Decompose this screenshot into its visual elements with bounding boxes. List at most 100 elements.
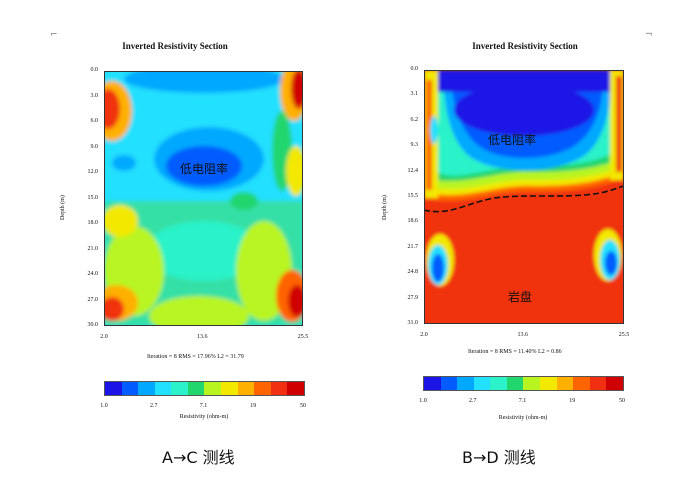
plot-frame <box>424 70 624 324</box>
right-pocket-blue <box>605 251 617 275</box>
right-edge-red <box>616 76 622 172</box>
y-tick-label: 15.5 <box>407 193 419 199</box>
heatmap-plot <box>424 70 624 324</box>
y-tick-label: 21.7 <box>407 243 419 250</box>
colorbar-label: Resistivity (ohm-m) <box>179 414 229 420</box>
left-top-anomaly-core <box>104 89 120 129</box>
colorbar-swatch <box>457 377 474 390</box>
x-tick-label: 25.5 <box>618 332 630 338</box>
bowl-core <box>454 84 594 136</box>
y-tick-label: 31.0 <box>407 320 419 326</box>
y-tick-label: 12.0 <box>87 169 99 175</box>
left-edge-cyan-spot <box>430 116 438 144</box>
y-tick-label: 30.0 <box>87 322 99 328</box>
x-tick-label: 2.0 <box>420 332 428 338</box>
panel-left: Inverted Resistivity Section Depth (m) 0… <box>60 41 309 467</box>
corner-mark: ⌐ <box>50 30 58 40</box>
caption-a-c: A→C 测线 <box>162 448 235 467</box>
y-tick-label: 3.1 <box>410 91 419 98</box>
y-tick-label: 27.9 <box>407 294 419 301</box>
iteration-stats: Iteration = 8 RMS = 17.96% L2 = 31.79 <box>147 354 244 360</box>
y-tick-label: 24.0 <box>87 271 99 277</box>
x-tick-label: 13.6 <box>196 334 208 340</box>
central-blue-core <box>166 146 242 186</box>
colorbar-tick-label: 2.7 <box>150 403 158 409</box>
colorbar-swatch <box>440 377 458 390</box>
colorbar-swatch <box>573 377 590 390</box>
colorbar-tick-label: 19 <box>250 403 257 409</box>
left-edge-orange <box>426 80 432 190</box>
colorbar-tick-label: 2.7 <box>469 398 477 404</box>
colorbar-swatch <box>187 382 205 395</box>
colorbar <box>104 381 305 396</box>
x-tick-label: 2.0 <box>100 334 108 340</box>
colorbar-tick-label: 7.1 <box>199 403 208 409</box>
colorbar-tick-label: 1.0 <box>419 398 427 404</box>
top-blue-band <box>124 71 284 93</box>
y-tick-label: 21.0 <box>87 245 99 252</box>
chart-title: Inverted Resistivity Section <box>472 41 578 51</box>
left-pocket-blue <box>432 254 444 282</box>
colorbar-swatch <box>204 382 222 395</box>
colorbar-swatch <box>138 382 155 395</box>
annotation-bedrock: 岩盘 <box>508 290 533 304</box>
colorbar-swatch <box>606 377 623 390</box>
y-tick-label: 15.0 <box>87 194 99 201</box>
colorbar-swatch <box>473 377 491 390</box>
center-right-green-spot <box>230 192 258 210</box>
colorbar-swatch <box>154 382 172 395</box>
y-tick-label: 12.4 <box>407 167 419 174</box>
colorbar-swatch <box>523 377 541 390</box>
caption-b-d: B→D 测线 <box>462 448 536 467</box>
right-mid-anomaly <box>286 146 303 196</box>
y-tick-label: 6.2 <box>410 116 419 123</box>
y-tick-label: 6.0 <box>90 118 99 124</box>
chart-title: Inverted Resistivity Section <box>122 41 228 51</box>
colorbar-tick-label: 50 <box>300 403 306 409</box>
annotation-low-resistivity: 低电阻率 <box>180 162 229 176</box>
surface-deep-blue <box>424 70 624 92</box>
right-top-anomaly-core <box>291 71 303 109</box>
panel-right: Inverted Resistivity Section Depth (m) 0… <box>350 0 700 500</box>
x-tick-label: 25.5 <box>297 334 309 340</box>
y-tick-label: 24.8 <box>407 269 419 276</box>
lower-cyan-lobe <box>146 221 262 281</box>
colorbar-swatch <box>171 382 188 395</box>
y-tick-label: 27.0 <box>87 296 99 303</box>
colorbar-swatch <box>270 382 288 395</box>
colorbar-tick-label: 19 <box>569 398 576 404</box>
corner-mark: ¬ <box>645 30 653 40</box>
bottom-yellow-lobe <box>149 296 249 326</box>
y-axis-label: Depth (m) <box>60 195 66 220</box>
colorbar-swatch <box>424 377 441 390</box>
x-tick-label: 13.6 <box>517 332 528 338</box>
annotation-low-resistivity: 低电阻率 <box>488 133 537 147</box>
left-mid-anomaly <box>104 205 138 237</box>
colorbar-swatch <box>254 382 271 395</box>
colorbar-tick-label: 50 <box>619 398 625 404</box>
y-tick-label: 9.0 <box>90 143 99 150</box>
colorbar-swatch <box>105 382 122 395</box>
heatmap-plot <box>104 71 303 326</box>
colorbar-swatch <box>287 382 304 395</box>
colorbar <box>423 376 624 391</box>
colorbar-swatch <box>490 377 507 390</box>
colorbar-swatch <box>121 382 139 395</box>
y-tick-label: 9.3 <box>410 142 419 149</box>
interface-dashed-line <box>424 185 624 213</box>
colorbar-tick-label: 7.1 <box>518 398 527 404</box>
colorbar-swatch <box>540 377 557 390</box>
y-tick-label: 0.0 <box>410 66 419 72</box>
colorbar-tick-label: 1.0 <box>100 403 108 409</box>
colorbar-swatch <box>556 377 574 390</box>
left-blue-spot <box>112 155 136 171</box>
colorbar-swatch <box>506 377 524 390</box>
colorbar-swatch <box>221 382 238 395</box>
colorbar-label: Resistivity (ohm-m) <box>498 415 548 421</box>
right-bottom-anomaly-core <box>288 285 303 317</box>
colorbar-swatch <box>589 377 607 390</box>
y-tick-label: 18.0 <box>87 220 99 226</box>
iteration-stats: Iteration = 8 RMS = 11.40% L2 = 0.86 <box>468 349 562 355</box>
y-tick-label: 3.0 <box>90 92 99 99</box>
y-tick-label: 0.0 <box>90 67 99 73</box>
